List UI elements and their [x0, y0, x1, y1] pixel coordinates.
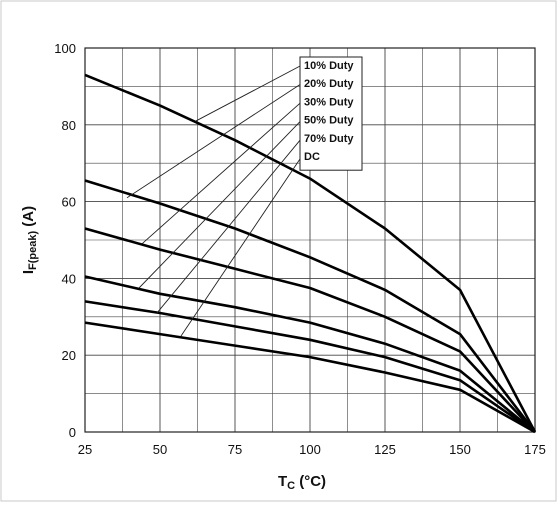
legend-label: 50% Duty [304, 115, 354, 127]
legend-leader-line [180, 155, 303, 337]
legend-leader-line [156, 137, 303, 314]
x-tick-label: 150 [449, 442, 471, 457]
legend-box [299, 56, 363, 171]
series-line-3 [84, 227, 536, 433]
legend-leaders [126, 64, 303, 337]
series-line-4 [84, 275, 536, 434]
legend-label: 70% Duty [304, 133, 354, 145]
legend-leader-line [126, 82, 303, 199]
series-line-6 [84, 321, 536, 434]
x-tick-label: 25 [78, 442, 92, 457]
legend-leader-line [138, 119, 303, 289]
legend: 10% Duty 20% Duty 30% Duty 50% Duty 70% Duty… [299, 56, 363, 171]
legend-label: 10% Duty [304, 60, 354, 72]
legend-label: DC [304, 151, 320, 163]
x-tick-label: 50 [153, 442, 167, 457]
series-lines [84, 73, 537, 434]
legend-leader-line [195, 64, 303, 122]
series-line-1 [84, 73, 537, 433]
legend-label: 20% Duty [304, 78, 354, 90]
y-tick-label: 80 [62, 118, 76, 133]
legend-label: 30% Duty [304, 96, 354, 108]
x-axis-title: TC (°C) [278, 473, 326, 492]
tick-labels: 25 50 75 100 125 150 175 0 20 40 60 80 100 [54, 41, 546, 457]
x-tick-label: 100 [299, 442, 321, 457]
series-line-5 [84, 300, 536, 434]
y-tick-label: 60 [62, 195, 76, 210]
legend-leader-line [141, 101, 303, 245]
y-tick-label: 20 [62, 348, 76, 363]
grid [84, 47, 536, 433]
y-tick-label: 100 [54, 41, 76, 56]
series-line-2 [84, 179, 537, 433]
plot-border [84, 47, 536, 433]
y-tick-label: 0 [69, 425, 76, 440]
y-axis-title: IF(peak) (A) [20, 206, 39, 274]
x-tick-label: 175 [524, 442, 546, 457]
x-tick-label: 125 [374, 442, 396, 457]
x-tick-label: 75 [228, 442, 242, 457]
y-tick-label: 40 [62, 271, 76, 286]
